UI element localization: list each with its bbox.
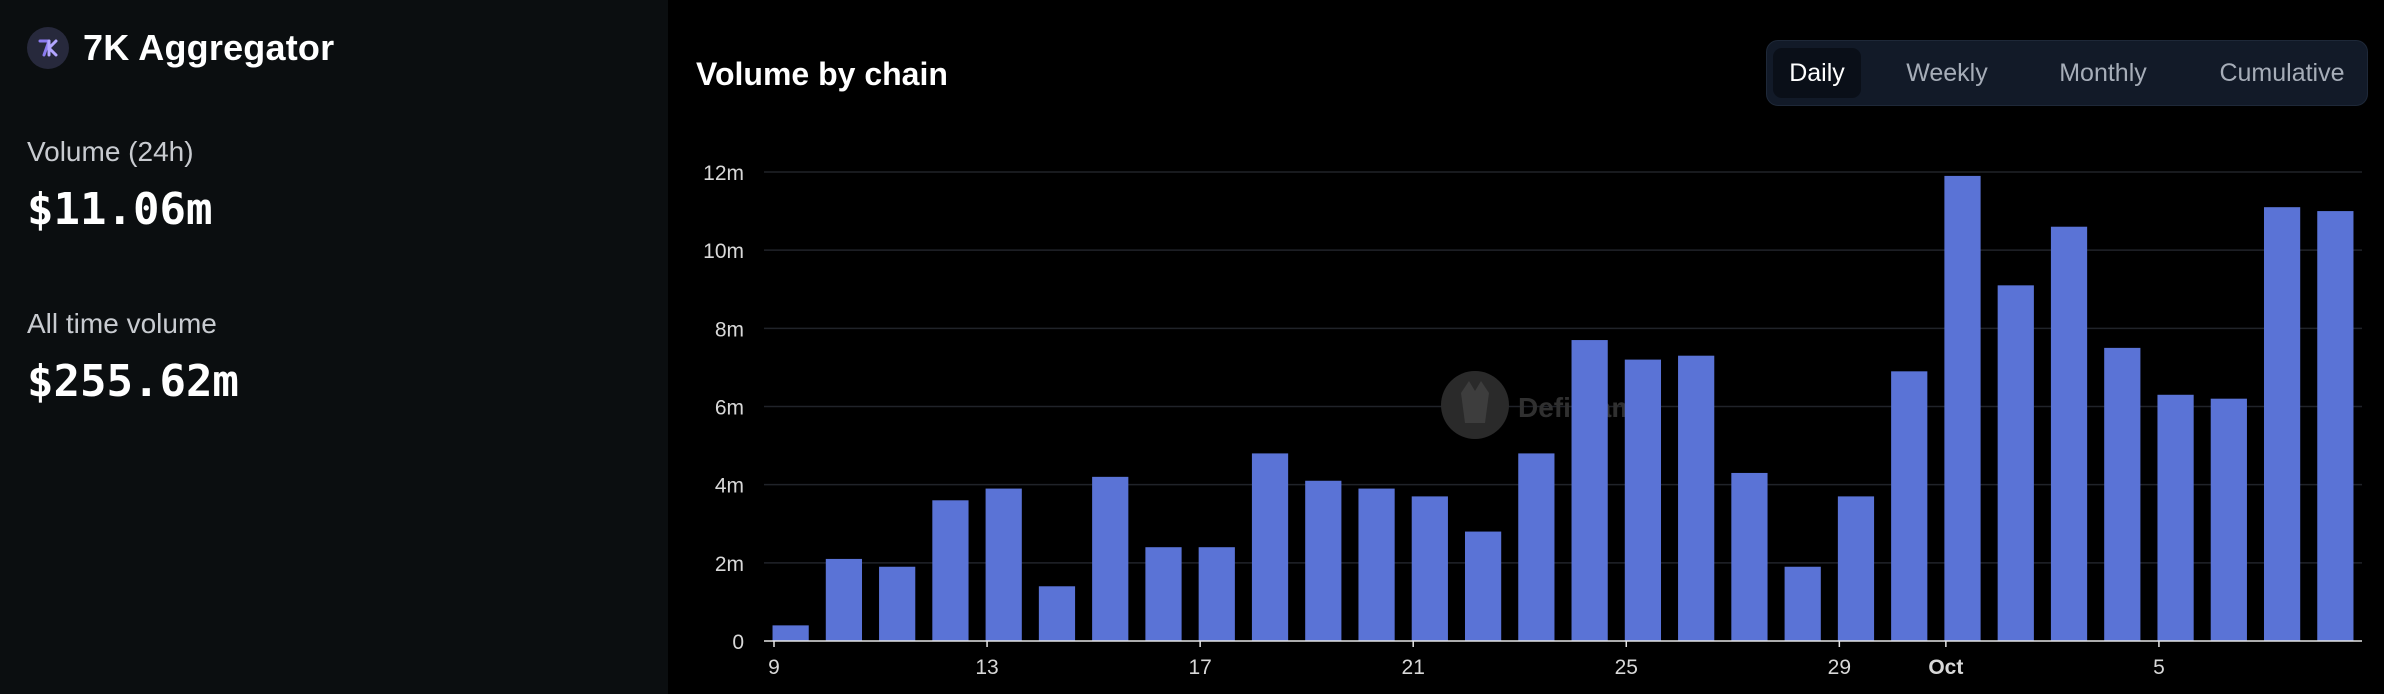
bar[interactable] bbox=[1145, 547, 1182, 641]
bar[interactable] bbox=[1198, 547, 1235, 641]
bar[interactable] bbox=[932, 500, 969, 641]
tab-monthly[interactable]: Monthly bbox=[2059, 59, 2147, 87]
bar[interactable] bbox=[772, 625, 809, 641]
y-tick-label: 12m bbox=[703, 162, 744, 185]
bar[interactable] bbox=[2263, 207, 2301, 642]
brand: 7K Aggregator bbox=[27, 27, 334, 69]
x-tick-label: Oct bbox=[1928, 656, 1963, 679]
watermark: DefiLlama bbox=[1441, 371, 1652, 439]
grid-lines bbox=[764, 171, 2362, 564]
bar[interactable] bbox=[2050, 226, 2088, 641]
volume-24h-value: $11.06m bbox=[27, 184, 213, 235]
bar[interactable] bbox=[1624, 359, 1662, 641]
bar[interactable] bbox=[1571, 340, 1608, 641]
timeframe-tabs: Daily Weekly Monthly Cumulative bbox=[1766, 40, 2368, 106]
bar[interactable] bbox=[1944, 175, 1981, 642]
bar[interactable] bbox=[1038, 586, 1076, 641]
y-tick-label: 2m bbox=[715, 553, 744, 576]
bar[interactable] bbox=[1837, 496, 1875, 641]
tab-cumulative[interactable]: Cumulative bbox=[2219, 59, 2345, 87]
bar[interactable] bbox=[825, 558, 863, 641]
bar[interactable] bbox=[1358, 488, 1395, 641]
bar[interactable] bbox=[1464, 531, 1502, 641]
y-tick-label: 4m bbox=[715, 475, 744, 498]
tab-weekly[interactable]: Weekly bbox=[1906, 59, 1988, 87]
protocol-name: 7K Aggregator bbox=[83, 27, 335, 68]
bar[interactable] bbox=[1092, 476, 1129, 641]
x-tick-label: 21 bbox=[1402, 656, 1425, 679]
x-tick-label: 25 bbox=[1615, 656, 1638, 679]
bar[interactable] bbox=[1411, 496, 1448, 641]
bar[interactable] bbox=[2317, 211, 2354, 642]
y-tick-label: 6m bbox=[715, 397, 744, 420]
llama-logo-icon bbox=[1441, 371, 1509, 439]
chart-title: Volume by chain bbox=[696, 56, 948, 92]
7k-logo-icon bbox=[27, 27, 69, 69]
alltime-volume-value: $255.62m bbox=[27, 356, 239, 407]
y-tick-label: 10m bbox=[703, 240, 744, 263]
bar[interactable] bbox=[2210, 398, 2247, 641]
bar[interactable] bbox=[985, 488, 1022, 641]
sidebar: 7K Aggregator Volume (24h) $11.06m All t… bbox=[0, 0, 668, 694]
bar[interactable] bbox=[2104, 347, 2141, 641]
alltime-volume-label: All time volume bbox=[27, 308, 217, 339]
bar[interactable] bbox=[1784, 566, 1821, 641]
volume-24h-label: Volume (24h) bbox=[27, 136, 194, 167]
x-tick-label: 13 bbox=[975, 656, 998, 679]
x-tick-label: 5 bbox=[2153, 656, 2165, 679]
y-tick-label: 8m bbox=[715, 318, 744, 341]
bar[interactable] bbox=[2157, 394, 2194, 641]
bar[interactable] bbox=[1518, 453, 1555, 641]
x-tick-label: 29 bbox=[1828, 656, 1851, 679]
bar[interactable] bbox=[1251, 453, 1289, 641]
bar[interactable] bbox=[1678, 355, 1715, 641]
bar[interactable] bbox=[1891, 371, 1928, 641]
bar[interactable] bbox=[1997, 285, 2034, 641]
bars bbox=[772, 175, 2354, 642]
bar[interactable] bbox=[1305, 480, 1342, 641]
x-tick-label: 17 bbox=[1188, 656, 1211, 679]
y-tick-label: 0 bbox=[732, 631, 744, 654]
axes: 0 2m 4m 6m 8m 10m 12m 9 13 17 21 25 29 Oct 5 bbox=[703, 162, 2362, 679]
bar[interactable] bbox=[1731, 472, 1768, 641]
bar[interactable] bbox=[879, 566, 916, 641]
x-tick-label: 9 bbox=[768, 656, 780, 679]
tab-daily[interactable]: Daily bbox=[1773, 48, 1861, 98]
